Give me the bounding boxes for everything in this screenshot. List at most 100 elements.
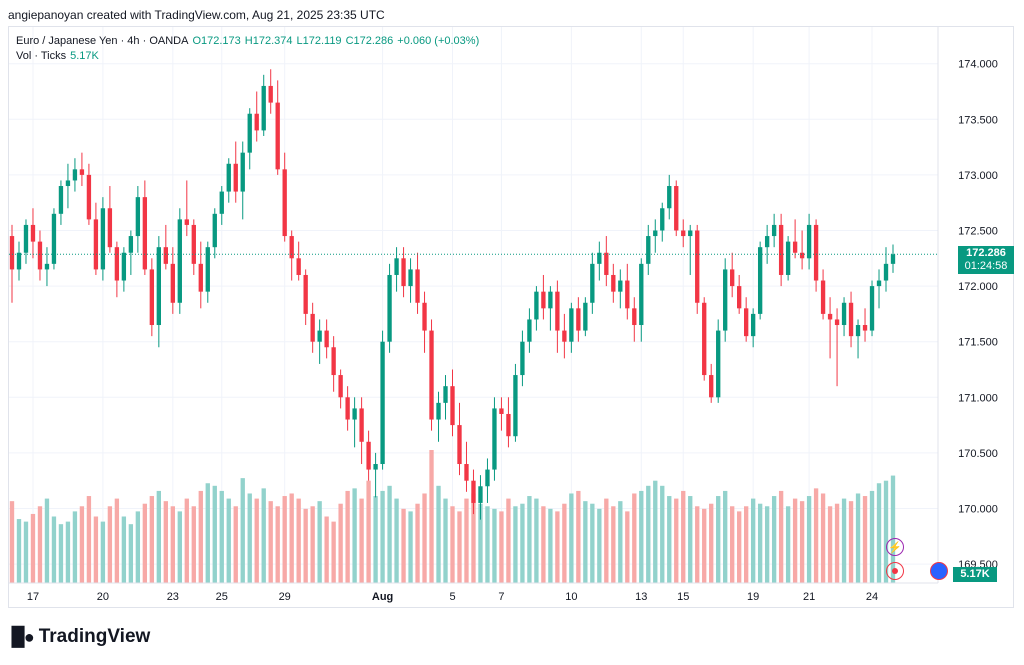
- x-tick-label: 20: [97, 591, 109, 603]
- candle: [848, 291, 854, 348]
- open-value: O172.173: [192, 35, 241, 47]
- candle: [750, 308, 756, 348]
- volume-bar: [443, 498, 448, 583]
- candle: [212, 208, 217, 259]
- volume-bar: [310, 506, 315, 583]
- volume-bar: [730, 506, 735, 583]
- candle: [366, 430, 371, 481]
- volume-bar: [394, 498, 399, 583]
- candle: [219, 186, 224, 225]
- volume-bar: [457, 511, 462, 583]
- candle: [639, 258, 644, 342]
- candle: [9, 224, 15, 303]
- candle: [597, 241, 602, 281]
- candle: [820, 269, 826, 320]
- volume-bar: [170, 506, 175, 583]
- x-tick-label: 19: [747, 591, 759, 603]
- x-tick-label: 29: [279, 591, 291, 603]
- candle: [743, 297, 749, 342]
- candle: [827, 297, 833, 359]
- volume-bar: [464, 498, 469, 583]
- volume-bar: [890, 475, 896, 583]
- volume-bar: [506, 498, 511, 583]
- volume-bar: [191, 506, 196, 583]
- candle: [401, 247, 406, 298]
- volume-bar: [660, 485, 665, 583]
- candle: [107, 186, 113, 253]
- candle: [23, 219, 29, 264]
- candle: [576, 297, 581, 342]
- volume-bar: [219, 490, 224, 583]
- candle: [806, 213, 812, 270]
- candle: [737, 274, 742, 314]
- volume-bar: [212, 485, 217, 583]
- volume-bar: [408, 511, 413, 583]
- candle: [408, 258, 413, 303]
- volume-bar: [261, 488, 266, 583]
- volume-bar: [226, 498, 231, 583]
- candle: [79, 152, 85, 187]
- volume-bar: [380, 490, 385, 583]
- volume-bar: [373, 496, 378, 583]
- tradingview-logo-icon: ▉●: [12, 626, 35, 647]
- volume-value: 5.17K: [70, 50, 99, 62]
- volume-bar: [93, 516, 99, 583]
- record-icon[interactable]: [886, 562, 904, 580]
- volume-bar: [79, 506, 85, 583]
- last-price-tag: 172.286 01:24:58: [958, 246, 1014, 275]
- volume-bar: [604, 498, 609, 583]
- candle: [513, 363, 518, 442]
- volume-bar: [723, 490, 728, 583]
- candle: [862, 308, 868, 342]
- candle: [16, 241, 22, 281]
- volume-label: Vol · Ticks: [16, 50, 67, 62]
- candle: [429, 319, 434, 431]
- candle: [471, 469, 476, 515]
- volume-bar: [142, 503, 148, 583]
- volume-bar: [240, 478, 245, 583]
- volume-bar: [156, 490, 162, 583]
- y-tick-label: 172.000: [958, 281, 998, 293]
- candle: [660, 202, 665, 242]
- candle: [653, 219, 658, 253]
- candle: [86, 163, 92, 225]
- globe-icon[interactable]: [930, 562, 948, 580]
- change-value: +0.060 (+0.03%): [397, 35, 480, 47]
- brand-name: TradingView: [38, 626, 151, 647]
- candle: [65, 163, 71, 209]
- candle: [261, 74, 266, 136]
- volume-bar: [282, 496, 287, 583]
- volume-bar: [597, 508, 602, 583]
- candle: [289, 230, 294, 281]
- candle: [569, 302, 574, 353]
- candle: [555, 280, 560, 353]
- candle: [114, 241, 120, 298]
- candle: [583, 297, 588, 337]
- candle: [184, 180, 189, 237]
- volume-bar: [534, 498, 539, 583]
- candle: [625, 263, 630, 320]
- candle: [415, 252, 420, 314]
- volume-bar: [520, 503, 525, 583]
- candle: [282, 152, 287, 242]
- candle: [604, 236, 609, 287]
- chart-frame: [8, 26, 1014, 608]
- lightning-icon[interactable]: ⚡: [886, 538, 904, 556]
- volume-bar: [709, 503, 714, 583]
- last-price-value: 172.286: [966, 247, 1006, 260]
- volume-bar: [422, 493, 427, 583]
- volume-bar: [324, 516, 329, 583]
- candle: [177, 208, 182, 314]
- candle: [51, 208, 57, 270]
- volume-bar: [275, 506, 280, 583]
- candle: [730, 252, 735, 298]
- x-tick-label: 7: [498, 591, 504, 603]
- volume-bar: [653, 480, 658, 583]
- y-tick-label: 171.500: [958, 337, 998, 349]
- volume-bar: [128, 524, 134, 583]
- candle: [338, 369, 343, 409]
- volume-bar: [16, 519, 22, 583]
- candle: [778, 213, 784, 287]
- volume-bar: [51, 516, 57, 583]
